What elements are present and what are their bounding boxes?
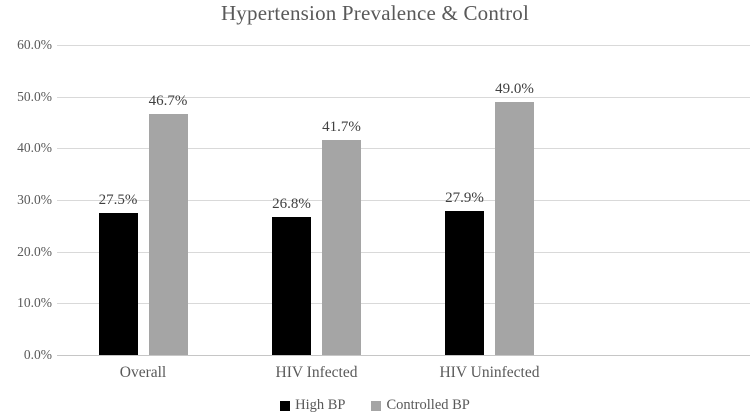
- y-axis-tick-50: 50.0%: [17, 88, 52, 104]
- legend-item-controlled-bp: Controlled BP: [371, 397, 470, 414]
- gridline-60: [57, 45, 750, 46]
- data-label-high-bp-hiv-uninfected: 27.9%: [445, 189, 484, 206]
- x-axis-label-hiv-infected: HIV Infected: [275, 364, 358, 381]
- y-axis-tick-30: 30.0%: [17, 192, 52, 207]
- legend-label-high-bp: High BP: [295, 397, 346, 413]
- bar-high-bp-hiv-uninfected: [445, 210, 484, 355]
- gridline-20: [57, 251, 750, 253]
- gridline-10: [57, 303, 750, 305]
- bar-high-bp-hiv-infected: [272, 216, 311, 355]
- chart-title: Hypertension Prevalence & Control: [220, 1, 530, 25]
- x-axis-label-overall: Overall: [119, 364, 167, 381]
- bar-controlled-bp-hiv-uninfected: [495, 101, 534, 355]
- data-label-high-bp-overall: 27.5%: [98, 191, 138, 208]
- y-axis-tick-40: 40.0%: [17, 140, 52, 156]
- bar-controlled-bp-overall: [148, 113, 188, 355]
- legend-label-controlled-bp: Controlled BP: [386, 397, 470, 413]
- legend-item-high-bp: High BP: [280, 397, 345, 414]
- bar-controlled-bp-hiv-infected: [322, 139, 361, 355]
- data-label-controlled-bp-hiv-infected: 41.7%: [322, 118, 361, 135]
- gridline-40: [57, 148, 750, 150]
- y-axis-tick-0: 0.0%: [23, 347, 52, 362]
- legend: High BP Controlled BP: [0, 397, 750, 414]
- x-axis-label-hiv-uninfected: HIV Uninfected: [439, 364, 540, 381]
- bar-high-bp-overall: [98, 212, 138, 355]
- controlled-bp-swatch-icon: [371, 400, 382, 411]
- data-label-controlled-bp-overall: 46.7%: [148, 92, 188, 109]
- y-axis-tick-10: 10.0%: [17, 295, 52, 311]
- gridline-30: [57, 200, 750, 201]
- gridline-0: [57, 355, 750, 356]
- high-bp-swatch-icon: [280, 400, 291, 411]
- y-axis-tick-20: 20.0%: [17, 243, 52, 259]
- data-label-high-bp-hiv-infected: 26.8%: [272, 195, 311, 212]
- data-label-controlled-bp-hiv-uninfected: 49.0%: [495, 80, 534, 97]
- y-axis-tick-60: 60.0%: [17, 37, 52, 52]
- gridline-50: [57, 96, 750, 98]
